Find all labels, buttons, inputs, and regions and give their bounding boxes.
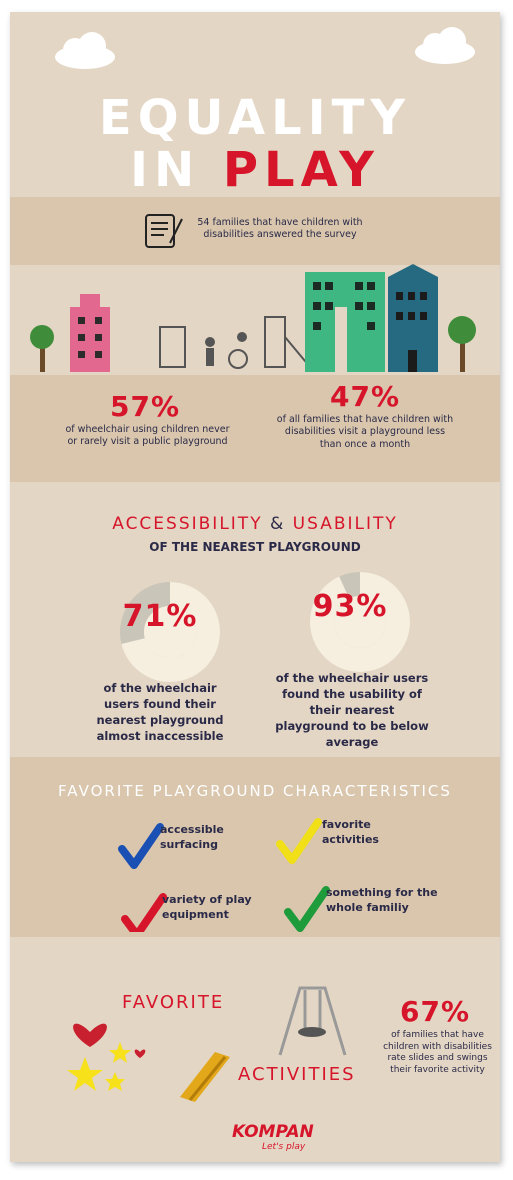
- stat-value: 57%: [70, 390, 220, 423]
- cloud: [410, 27, 480, 67]
- activities-text: of families that have children with disa…: [380, 1030, 495, 1077]
- stat-text: of all families that have children with …: [275, 414, 455, 451]
- checkmark: [125, 897, 163, 932]
- feature-label: variety of play equipment: [162, 892, 282, 923]
- cloud: [50, 32, 120, 72]
- heading-part: &: [270, 514, 285, 534]
- stat-text: of wheelchair using children never or ra…: [65, 424, 230, 449]
- donut-text: of the wheelchair users found their near…: [90, 680, 230, 744]
- infographic: EQUALITY IN PLAY 54 families that have c…: [10, 12, 500, 1162]
- swing-icon: [275, 980, 350, 1060]
- donut-label: 71%: [105, 599, 215, 634]
- stat-value: 47%: [280, 380, 450, 413]
- feature-label: something for the whole familiy: [326, 885, 466, 916]
- donut-label: 93%: [295, 589, 405, 624]
- title-in: IN: [130, 142, 200, 198]
- checkmark: [280, 822, 318, 860]
- donut-text: of the wheelchair users found the usabil…: [272, 670, 432, 750]
- page: EQUALITY IN PLAY 54 families that have c…: [0, 0, 513, 1180]
- activities-icons: [65, 1002, 275, 1102]
- section-subheading: OF THE NEAREST PLAYGROUND: [10, 540, 500, 554]
- survey-text: 54 families that have children with disa…: [190, 217, 370, 242]
- feature-label: favorite activities: [322, 817, 422, 848]
- feature-label: accessible surfacing: [160, 822, 260, 853]
- heading-part: ACCESSIBILITY: [112, 514, 262, 534]
- section-heading: FAVORITE PLAYGROUND CHARACTERISTICS: [10, 782, 500, 800]
- checkmark: [122, 827, 160, 865]
- logo: KOMPAN: [232, 1122, 314, 1142]
- logo-tagline: Let's play: [262, 1142, 305, 1152]
- heading-part: USABILITY: [293, 514, 398, 534]
- skyline: [10, 262, 500, 377]
- title-line-1: EQUALITY: [10, 90, 500, 146]
- title-line-2: IN PLAY: [10, 142, 500, 198]
- title-play: PLAY: [223, 142, 380, 198]
- checkmark: [288, 890, 326, 928]
- activities-value: 67%: [380, 995, 490, 1028]
- scroll-icon: [140, 209, 185, 254]
- section-heading: ACCESSIBILITY & USABILITY: [10, 514, 500, 534]
